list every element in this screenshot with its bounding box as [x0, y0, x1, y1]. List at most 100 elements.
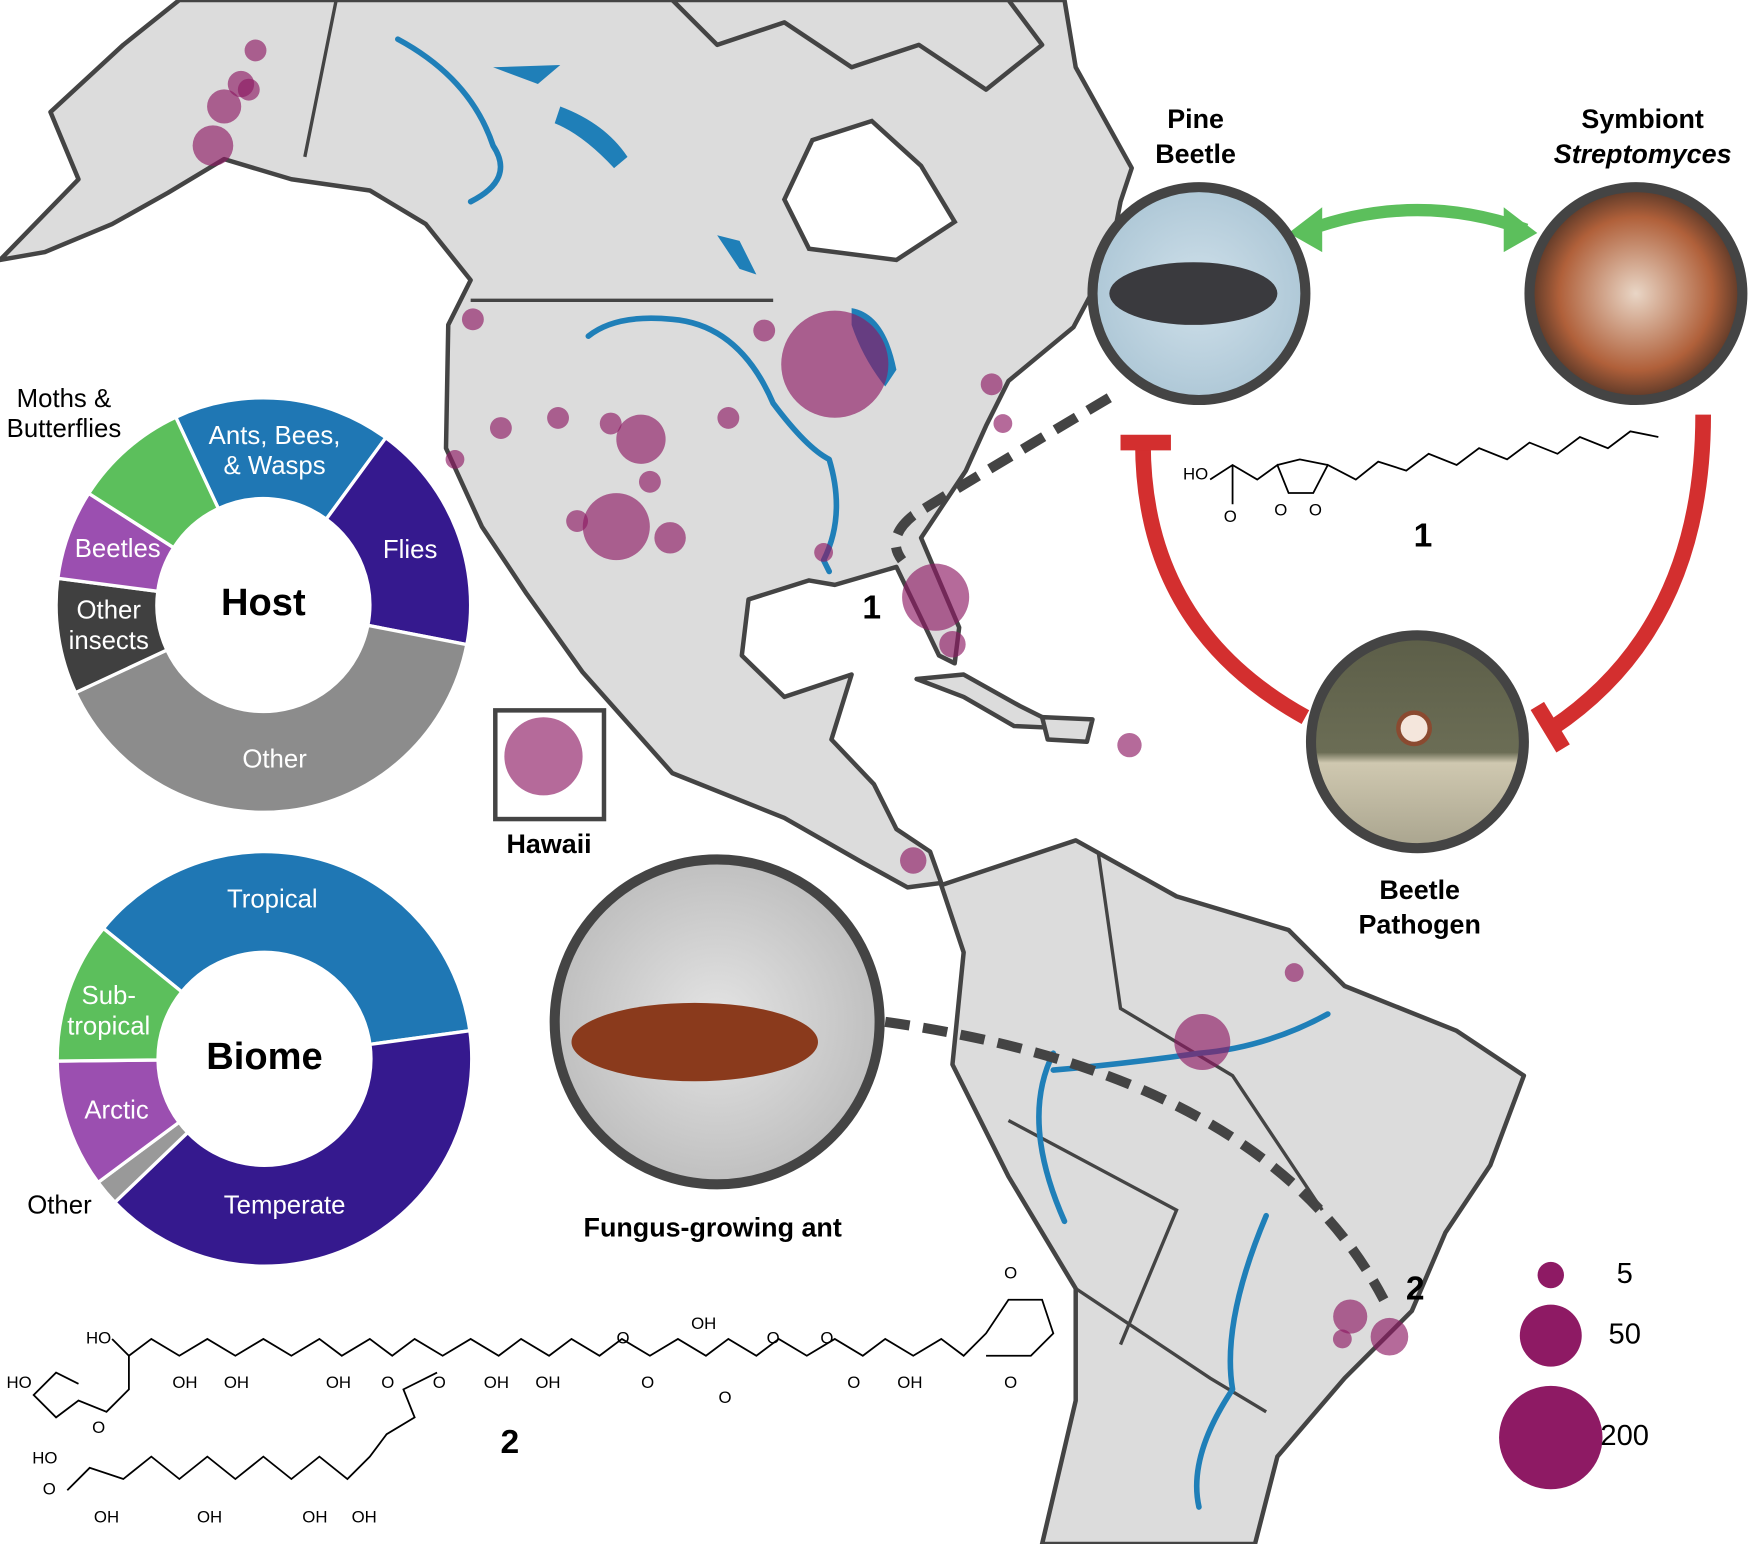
atom-label: O: [616, 1328, 629, 1347]
compound-number: 2: [501, 1424, 520, 1461]
inhibition-arc: [1547, 414, 1712, 735]
beetle: [1109, 262, 1278, 325]
charts: [54, 396, 474, 1268]
atom-label: HO: [7, 1373, 32, 1392]
map-bubbles: [192, 39, 1603, 1490]
hawaii-box: [493, 708, 607, 822]
atom-label: O: [641, 1373, 654, 1392]
site-bubble: [192, 125, 234, 166]
molecule-1: [1209, 430, 1659, 505]
site-bubble: [753, 319, 776, 342]
map: [0, 0, 1527, 1544]
site-bubble: [445, 449, 465, 469]
photo-caption: Symbiont: [1581, 104, 1703, 134]
atom-label: OH: [172, 1373, 197, 1392]
atom-label: HO: [32, 1448, 57, 1467]
site-bubble: [900, 847, 927, 874]
photo-caption: Fungus-growing ant: [584, 1212, 842, 1242]
legend-bubble: [1519, 1304, 1582, 1367]
photo-caption: Pathogen: [1358, 910, 1480, 940]
legend-label: 5: [1617, 1258, 1633, 1290]
legend-bubble: [1537, 1261, 1564, 1289]
slice-label: Flies: [383, 536, 437, 564]
atom-label: O: [381, 1373, 394, 1392]
atom-label: O: [1004, 1373, 1017, 1392]
atom-label: O: [1224, 507, 1237, 526]
slice-label: Butterflies: [7, 415, 122, 443]
site-bubble: [616, 414, 666, 464]
atom-label: OH: [897, 1373, 922, 1392]
site-bubble: [207, 89, 242, 124]
site-bubble: [582, 493, 650, 561]
south-america: [939, 838, 1527, 1544]
donut-slice: [55, 926, 185, 1063]
donut-title: Host: [221, 582, 306, 624]
site-bubble: [244, 39, 267, 62]
atom-label: O: [718, 1388, 731, 1407]
compound-number: 1: [1414, 518, 1433, 555]
atom-label: HO: [86, 1328, 111, 1347]
dashed-link: [890, 393, 1112, 564]
site-bubble: [1174, 1014, 1231, 1071]
lake: [493, 64, 897, 387]
photo-caption: Pine: [1167, 104, 1224, 134]
site-bubble: [1333, 1299, 1368, 1334]
slice-label: Beetles: [75, 535, 161, 563]
bond: [1209, 430, 1659, 505]
streptomyces-photo: [1524, 182, 1748, 406]
site-bubble: [1370, 1317, 1409, 1356]
atom-label: O: [43, 1480, 56, 1499]
donut-title: Biome: [206, 1036, 322, 1078]
site-bubble: [717, 406, 740, 429]
photo-caption: Beetle: [1379, 875, 1460, 905]
mutualism-arrow: [1306, 203, 1529, 236]
site-bubble: [980, 373, 1003, 396]
atom-label: OH: [352, 1508, 377, 1527]
site-bubble: [993, 414, 1013, 433]
donut-slice: [323, 435, 473, 647]
slice-label: Moths &: [17, 385, 112, 413]
site-bubble: [489, 417, 512, 439]
compound-number: 2: [1406, 1271, 1425, 1308]
site-bubble: [461, 308, 484, 331]
atom-label: O: [92, 1418, 105, 1437]
river: [395, 36, 1331, 1510]
atom-label: O: [847, 1373, 860, 1392]
atom-label: OH: [691, 1314, 716, 1333]
site-bubble: [814, 542, 834, 562]
atom-label: O: [767, 1328, 780, 1347]
slice-label: Other: [242, 746, 307, 774]
molecule-2: [32, 1298, 1055, 1491]
atom-label: O: [1309, 500, 1322, 519]
site-bubble: [1332, 1329, 1352, 1349]
site-bubble: [1284, 963, 1304, 982]
compound-number: 1: [862, 589, 881, 626]
site-bubble: [902, 563, 970, 631]
atom-label: OH: [302, 1508, 327, 1527]
hudson-bay: [781, 118, 958, 263]
donut-slice: [101, 849, 472, 1047]
site-bubble: [1117, 732, 1142, 758]
atom-label: OH: [535, 1373, 560, 1392]
slice-label: Temperate: [224, 1192, 346, 1220]
atom-label: O: [1274, 500, 1287, 519]
atom-label: O: [1004, 1263, 1017, 1282]
site-bubble: [504, 717, 583, 796]
slice-label: Other: [27, 1192, 92, 1220]
ant: [571, 1002, 818, 1082]
atom-label: HO: [1183, 465, 1208, 484]
atom-label: OH: [224, 1373, 249, 1392]
atom-label: OH: [94, 1508, 119, 1527]
atom-label: O: [433, 1373, 446, 1392]
slice-label: tropical: [67, 1012, 150, 1040]
hispaniola: [1039, 714, 1095, 744]
atom-label: O: [820, 1328, 833, 1347]
slice-label: Arctic: [84, 1096, 149, 1124]
atom-label: OH: [197, 1508, 222, 1527]
site-bubble: [781, 310, 889, 418]
bond: [32, 1298, 1055, 1491]
site-bubble: [237, 78, 260, 101]
labels: Ants, Bees,& WaspsFliesOtherOtherinsects…: [7, 104, 1732, 1527]
